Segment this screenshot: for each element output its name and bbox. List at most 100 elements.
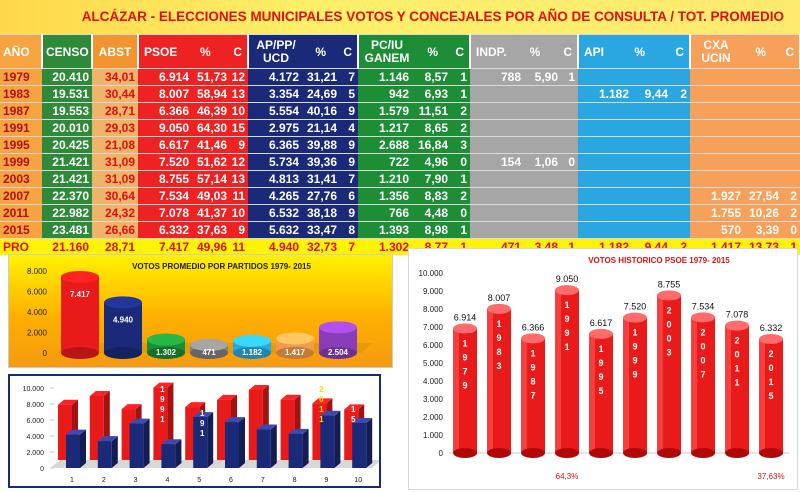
cell-cxa-c: 0 [790, 223, 797, 237]
table-header-row: AÑO CENSO ABST PSOE% C AP/PP/ UCD% C PC/IU… [0, 34, 800, 69]
cell-censo: 20.425 [42, 136, 92, 154]
bar-year-label: 7 [700, 369, 705, 379]
cell-psoe-c: 12 [231, 70, 245, 84]
value-label: 1.182 [242, 348, 263, 357]
x-tick-label: 8 [293, 477, 297, 484]
bar-base [453, 448, 477, 458]
bar-side [334, 410, 341, 468]
x-tick-label: 1 [70, 477, 74, 484]
table-row: 2011 22.982 24,32 7.078 41,37 10 6.532 38,18 9 76… [0, 204, 800, 222]
cell-psoe: 9.050 64,30 15 [138, 119, 248, 137]
bar-base [521, 448, 545, 458]
y-tick-label: 4.000 [26, 434, 44, 441]
header-cxa-ucin: CXA UCIN% C [690, 34, 800, 69]
cell-ap-c: 8 [348, 223, 355, 237]
cell-pc: 2.688 16,84 3 [358, 136, 470, 154]
cell-ap-votes: 4.940 [268, 240, 299, 254]
cell-ind: 154 1,06 0 [470, 153, 578, 171]
bar-year-label: 1 [564, 300, 569, 310]
value-label: 7.520 [624, 302, 647, 312]
cell-ind-votes: 788 [500, 70, 521, 84]
cell-ap-votes: 2.975 [268, 121, 299, 135]
y-tick-label: 5.000 [423, 359, 444, 368]
value-label: 7.417 [70, 290, 91, 299]
cell-abst: 34,01 [92, 68, 138, 86]
bar-base [276, 347, 314, 359]
bar-year-label: 1 [496, 319, 501, 329]
bar-year-label: 9 [632, 370, 637, 380]
cell-ap-pct: 40,16 [306, 104, 337, 118]
cell-censo: 19.553 [42, 102, 92, 120]
cell-cxa-pct: 10,26 [748, 206, 779, 220]
x-tick-label: 3 [134, 477, 138, 484]
cell-ind [470, 102, 578, 120]
bar [104, 302, 142, 353]
cell-api [578, 153, 690, 171]
bar-year-label: 0 [700, 355, 705, 365]
bar-year-label: 0 [768, 363, 773, 373]
cell-cxa-votes: 570 [720, 223, 741, 237]
cell-pc-c: 1 [460, 70, 467, 84]
bar-highlight [453, 328, 459, 453]
bar-highlight [725, 325, 731, 453]
bar-top [487, 303, 511, 314]
cell-ap-pct: 38,18 [306, 206, 337, 220]
value-label: 6.366 [522, 322, 545, 332]
bar-year-label: 2 [351, 385, 356, 394]
bar-year-label: 9 [462, 353, 467, 363]
value-label: 7.534 [692, 301, 715, 311]
cell-psoe-pct: 41,37 [196, 206, 227, 220]
bar-year-label: 9 [496, 333, 501, 343]
cell-abst: 28,71 [92, 238, 138, 255]
bar-top [759, 334, 783, 345]
bar-pp [225, 422, 239, 468]
cell-pc-votes: 766 [388, 206, 409, 220]
cell-ap-pct: 27,76 [306, 189, 337, 203]
cell-ap: 2.975 21,14 4 [248, 119, 358, 137]
bar-side [175, 439, 182, 468]
cell-pc-votes: 2.688 [378, 138, 409, 152]
cell-pc-votes: 1.146 [378, 70, 409, 84]
bar-base [61, 347, 99, 359]
cell-ap-votes: 5.632 [268, 223, 299, 237]
bar-year-label: 9 [200, 419, 205, 428]
bar-year-label: 1 [734, 364, 739, 374]
cell-ap-pct: 32,73 [306, 240, 337, 254]
bar-side [270, 424, 277, 468]
bar-base [233, 347, 271, 359]
header-api: API% C [578, 34, 691, 69]
bar-year-label: 0 [734, 350, 739, 360]
chart-historico-psoe-svg: VOTOS HISTORICO PSOE 1979- 2015 0 1.000 2.0… [419, 256, 789, 481]
bar-year-label: 1 [200, 429, 205, 438]
cell-psoe: 8.755 57,14 13 [138, 170, 248, 188]
cell-ind-c: 1 [568, 240, 575, 254]
bar-pp [161, 444, 176, 468]
bar-year-label: 0 [666, 333, 671, 343]
bar-side [143, 418, 150, 468]
cell-ap-c: 7 [348, 172, 355, 186]
results-table: AÑO CENSO ABST PSOE% C AP/PP/ UCD% C PC/IU… [0, 34, 800, 255]
cell-abst: 28,71 [92, 102, 138, 120]
cell-api [578, 170, 690, 188]
cell-psoe: 6.332 37,63 9 [138, 221, 248, 239]
cell-pc-c: 1 [460, 172, 467, 186]
cell-psoe: 7.534 49,03 11 [138, 187, 248, 205]
cell-ap-votes: 6.532 [268, 206, 299, 220]
bar-year-label: 1 [530, 348, 535, 358]
page-title: ALCÁZAR - ELECCIONES MUNICIPALES VOTOS Y… [0, 0, 800, 34]
cell-api [578, 221, 690, 239]
cell-pc-c: 0 [460, 155, 467, 169]
cell-ind-pct: 1,06 [534, 155, 558, 169]
cell-ano: 2011 [0, 204, 42, 222]
bar-year-label: 9 [462, 381, 467, 391]
bar-highlight [487, 308, 493, 453]
y-tick-label: 1.000 [423, 431, 444, 440]
bar-top [312, 398, 333, 404]
cell-ano: 1987 [0, 102, 42, 120]
cell-cxa [690, 119, 800, 137]
cell-censo: 22.370 [42, 187, 92, 205]
cell-ano: 1979 [0, 68, 42, 86]
cell-api-c: 2 [680, 87, 687, 101]
bar-side [302, 428, 309, 468]
cell-pc-votes: 1.217 [378, 121, 409, 135]
